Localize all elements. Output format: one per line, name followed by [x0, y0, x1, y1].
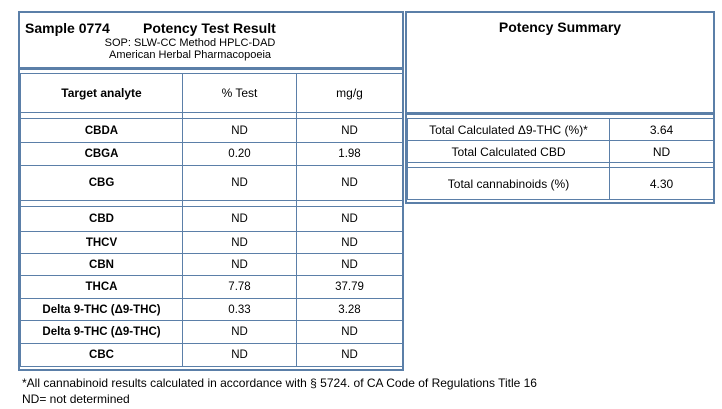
- table-row: CBDA ND ND: [20, 118, 403, 143]
- footnote-nd: ND= not determined: [22, 392, 130, 406]
- pct-cell: ND: [182, 343, 297, 367]
- table-row: CBN ND ND: [20, 253, 403, 276]
- summary-value: 4.30: [609, 167, 714, 200]
- table-row: THCA 7.78 37.79: [20, 275, 403, 299]
- table-row: Delta 9-THC (Δ9-THC) 0.33 3.28: [20, 298, 403, 321]
- table-row: CBD ND ND: [20, 206, 403, 232]
- table-row: THCV ND ND: [20, 231, 403, 254]
- mg-cell: ND: [296, 165, 403, 201]
- summary-label: Total Calculated CBD: [407, 140, 610, 163]
- analyte-cell: Delta 9-THC (Δ9-THC): [20, 320, 183, 344]
- analyte-cell: Delta 9-THC (Δ9-THC): [20, 298, 183, 321]
- footnote-regulation: *All cannabinoid results calculated in a…: [22, 376, 537, 390]
- pct-cell: ND: [182, 165, 297, 201]
- pct-cell: ND: [182, 118, 297, 143]
- col-header-mg: mg/g: [296, 73, 403, 113]
- table-row: CBC ND ND: [20, 343, 403, 367]
- pct-cell: 0.33: [182, 298, 297, 321]
- table-row: CBGA 0.20 1.98: [20, 142, 403, 166]
- report-title: Potency Test Result: [143, 20, 276, 36]
- analyte-cell: CBDA: [20, 118, 183, 143]
- mg-cell: 37.79: [296, 275, 403, 299]
- mg-cell: 3.28: [296, 298, 403, 321]
- analyte-cell: CBN: [20, 253, 183, 276]
- analyte-cell: CBG: [20, 165, 183, 201]
- summary-value: ND: [609, 140, 714, 163]
- col-header-pct: % Test: [182, 73, 297, 113]
- pct-cell: 0.20: [182, 142, 297, 166]
- results-header: Sample 0774 Potency Test Result SOP: SLW-…: [20, 13, 402, 70]
- summary-panel: [405, 11, 715, 204]
- analyte-cell: CBC: [20, 343, 183, 367]
- pct-cell: 7.78: [182, 275, 297, 299]
- results-panel: [18, 11, 404, 371]
- col-header-analyte: Target analyte: [20, 73, 183, 113]
- summary-label: Total Calculated Δ9-THC (%)*: [407, 118, 610, 141]
- mg-cell: 1.98: [296, 142, 403, 166]
- analyte-cell: CBD: [20, 206, 183, 232]
- mg-cell: ND: [296, 343, 403, 367]
- mg-cell: ND: [296, 206, 403, 232]
- summary-table: Total Calculated Δ9-THC (%)* 3.64 Total …: [407, 118, 714, 200]
- analyte-cell: THCV: [20, 231, 183, 254]
- table-header-row: Target analyte % Test mg/g: [20, 73, 403, 113]
- title-row: Sample 0774 Potency Test Result: [25, 20, 276, 36]
- summary-header: Potency Summary: [407, 13, 713, 115]
- organization-line: American Herbal Pharmacopoeia: [108, 49, 272, 61]
- mg-cell: ND: [296, 118, 403, 143]
- analyte-cell: THCA: [20, 275, 183, 299]
- summary-row: Total Calculated CBD ND: [407, 140, 714, 163]
- analyte-cell: CBGA: [20, 142, 183, 166]
- summary-label: Total cannabinoids (%): [407, 167, 610, 200]
- table-row: Delta 9-THC (Δ9-THC) ND ND: [20, 320, 403, 344]
- pct-cell: ND: [182, 320, 297, 344]
- pct-cell: ND: [182, 231, 297, 254]
- results-table: Target analyte % Test mg/g CBDA ND ND CB…: [20, 73, 403, 367]
- sample-id: Sample 0774: [25, 20, 110, 36]
- summary-row: Total cannabinoids (%) 4.30: [407, 167, 714, 200]
- pct-cell: ND: [182, 206, 297, 232]
- table-row: CBG ND ND: [20, 165, 403, 201]
- summary-value: 3.64: [609, 118, 714, 141]
- sop-line: SOP: SLW-CC Method HPLC-DAD: [104, 37, 276, 49]
- pct-cell: ND: [182, 253, 297, 276]
- summary-title: Potency Summary: [498, 19, 622, 35]
- mg-cell: ND: [296, 320, 403, 344]
- summary-row: Total Calculated Δ9-THC (%)* 3.64: [407, 118, 714, 141]
- mg-cell: ND: [296, 231, 403, 254]
- mg-cell: ND: [296, 253, 403, 276]
